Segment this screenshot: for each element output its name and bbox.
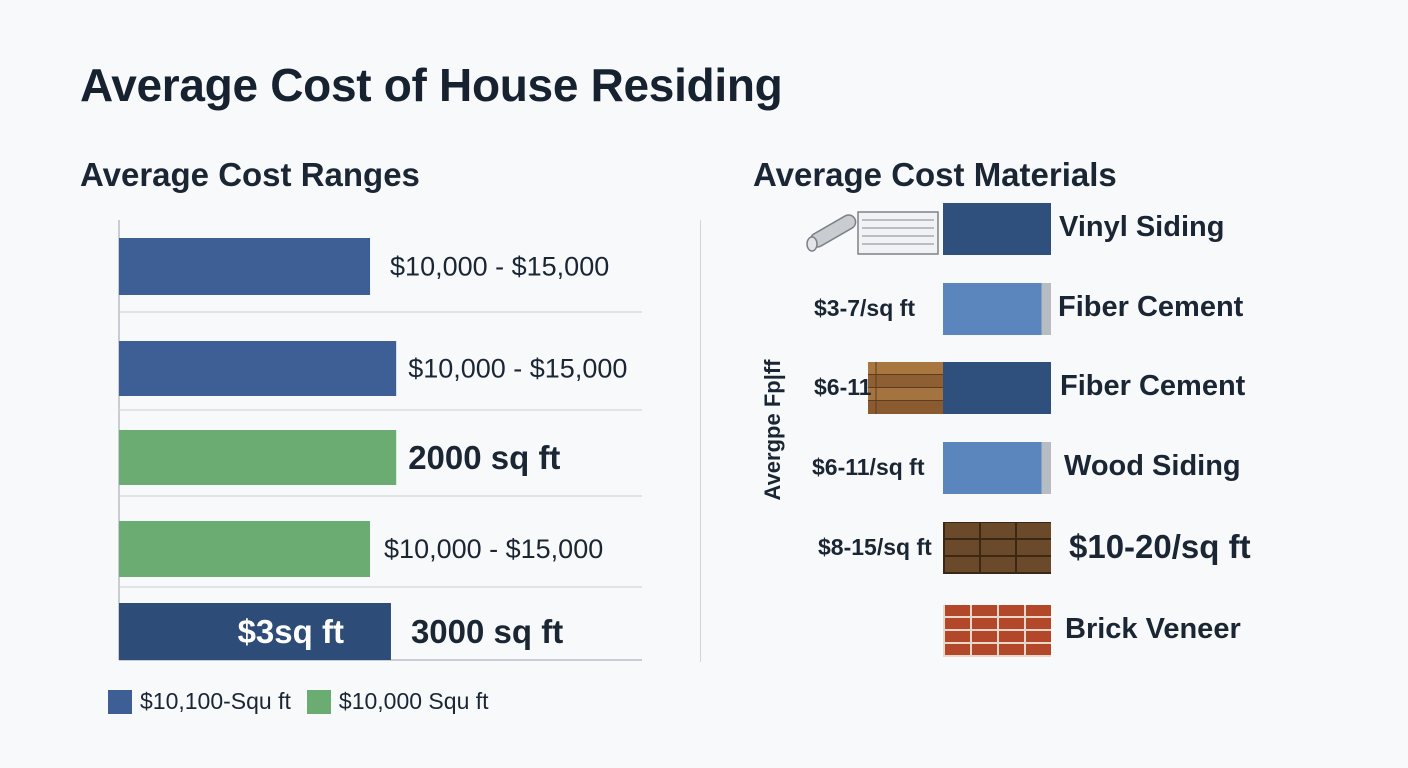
chart-legend: $10,100-Squ ft $10,000 Squ ft [108,688,505,715]
cost-materials-subtitle: Average Cost Materials [753,156,1117,193]
bar-4 [119,521,371,577]
bar-label-3: 2000 sq ft [408,439,560,476]
siding-roll-icon [806,214,857,252]
legend-label-green: $10,000 Squ ft [338,688,489,714]
material-price-4: $6-11/sq ft [812,454,925,480]
bar-label-4: $10,000 - $15,000 [384,534,603,564]
bar-inner-label-5: $3sq ft [238,613,344,650]
material-name-5: $10-20/sq ft [1069,528,1251,565]
material-price-2: $3-7/sq ft [814,295,915,321]
material-name-4: Wood Siding [1064,450,1241,482]
bar-2 [119,341,397,396]
bar-1 [119,238,371,295]
material-swatch-3 [943,362,1051,414]
material-price-5: $8-15/sq ft [818,534,932,560]
material-swatch-2 [943,283,1051,335]
material-swatch-5 [943,522,1051,574]
material-price-3: $6-11 [814,374,872,400]
siding-panel-icon [857,211,939,255]
bar-label-1: $10,000 - $15,000 [390,252,609,282]
material-name-6: Brick Veneer [1065,613,1241,645]
material-name-1: Vinyl Siding [1059,211,1225,243]
legend-swatch-blue [108,689,132,714]
legend-swatch-green [306,689,331,714]
cost-ranges-chart: $10,000 - $15,000 $10,000 - $15,000 2000 s… [118,220,642,661]
materials-y-axis-label: Avergpe Fp|ff [760,359,785,501]
panel-divider [700,220,701,662]
legend-item-green: $10,000 Squ ft [306,688,489,715]
bar-label-2: $10,000 - $15,000 [408,354,627,384]
bar-3 [119,430,397,485]
material-name-3: Fiber Cement [1060,370,1246,402]
material-swatch-4 [943,442,1051,494]
legend-item-blue: $10,100-Squ ft [108,688,291,715]
bar-label-5: 3000 sq ft [411,613,563,650]
material-swatch-6 [943,605,1051,657]
material-swatch-1 [943,203,1051,255]
wood-plank-icon [868,362,944,414]
material-name-2: Fiber Cement [1058,291,1244,323]
bar-5 [119,603,391,660]
page-title: Average Cost of House Residing [80,59,783,111]
legend-label-blue: $10,100-Squ ft [140,688,291,714]
vinyl-siding-icon [806,211,939,255]
cost-ranges-subtitle: Average Cost Ranges [80,156,420,193]
